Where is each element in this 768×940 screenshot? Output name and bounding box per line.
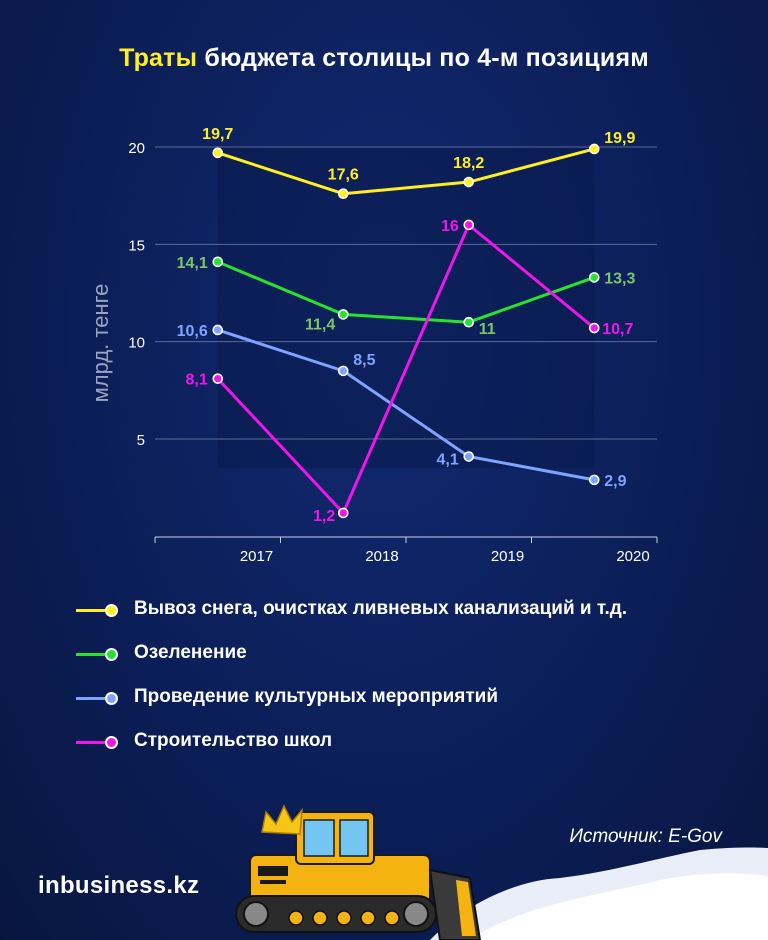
data-point <box>463 451 475 462</box>
legend-dot <box>105 604 118 617</box>
data-label: 14,1 <box>177 255 208 272</box>
data-label: 11 <box>479 321 496 338</box>
data-label: 13,3 <box>604 270 635 287</box>
series-line <box>217 147 595 196</box>
x-tick-label: 2017 <box>240 548 273 565</box>
data-point <box>337 309 349 320</box>
plot-band <box>217 147 595 469</box>
legend-label: Строительство школ <box>134 730 333 751</box>
legend-line <box>76 653 112 656</box>
data-point <box>337 188 349 200</box>
data-point <box>588 272 600 283</box>
series-line <box>216 223 596 515</box>
logo-prefix: in <box>38 872 60 899</box>
y-tick-label: 10 <box>128 335 145 352</box>
data-point <box>588 322 600 334</box>
y-axis-label: млрд. тенге <box>88 284 113 403</box>
data-label: 19,9 <box>604 130 635 147</box>
data-label: 19,7 <box>202 126 233 143</box>
legend-line <box>76 697 112 700</box>
bulldozer-icon <box>235 804 482 940</box>
legend-dot <box>105 736 118 749</box>
data-point <box>212 324 224 336</box>
data-point <box>212 373 224 384</box>
legend-label: Озеленение <box>134 642 247 663</box>
data-point <box>588 474 600 486</box>
source-note: Источник: E-Gov <box>569 826 722 847</box>
data-point <box>588 143 600 155</box>
data-label: 17,6 <box>328 167 359 184</box>
data-label: 16 <box>441 218 459 235</box>
x-tick-label: 2020 <box>616 548 649 565</box>
data-label: 18,2 <box>453 155 484 172</box>
legend-dot <box>105 692 118 705</box>
line-chart: 5 10 15 20 2017 2018 2019 2020 млрд. тенге 19,7… <box>88 126 658 565</box>
title-rest: бюджета столицы по 4-м позициям <box>204 44 649 72</box>
data-label: 8,5 <box>353 352 375 369</box>
legend-dot <box>105 648 118 661</box>
legend-line <box>76 741 112 744</box>
inbusiness-logo: inbusiness.kz <box>38 872 199 900</box>
y-tick-label: 15 <box>128 237 145 254</box>
data-point <box>212 147 224 159</box>
legend-label: Вывоз снега, очистках ливневых канализац… <box>134 598 628 619</box>
data-label: 10,6 <box>177 323 208 340</box>
data-label: 11,4 <box>305 316 335 333</box>
x-tick-label: 2018 <box>365 548 398 565</box>
data-label: 10,7 <box>602 321 633 338</box>
data-point <box>463 219 475 231</box>
logo-rest: business.kz <box>59 872 200 899</box>
data-point <box>337 507 349 519</box>
x-tick-label: 2019 <box>491 548 524 565</box>
series-line <box>217 260 595 324</box>
data-point <box>337 365 349 377</box>
data-label: 2,9 <box>604 473 626 490</box>
data-point <box>463 316 475 328</box>
chart-title: Траты бюджета столицы по 4-м позициям <box>0 44 768 73</box>
y-tick-label: 20 <box>128 140 145 157</box>
data-label: 8,1 <box>186 372 208 389</box>
series-line <box>217 328 595 482</box>
data-point <box>212 256 224 268</box>
y-tick-label: 5 <box>137 432 145 449</box>
data-point <box>463 176 475 188</box>
legend-label: Проведение культурных мероприятий <box>134 686 498 707</box>
legend-line <box>76 609 112 612</box>
data-label: 4,1 <box>437 452 459 469</box>
title-highlight: Траты <box>119 44 198 72</box>
data-label: 1,2 <box>313 508 335 525</box>
